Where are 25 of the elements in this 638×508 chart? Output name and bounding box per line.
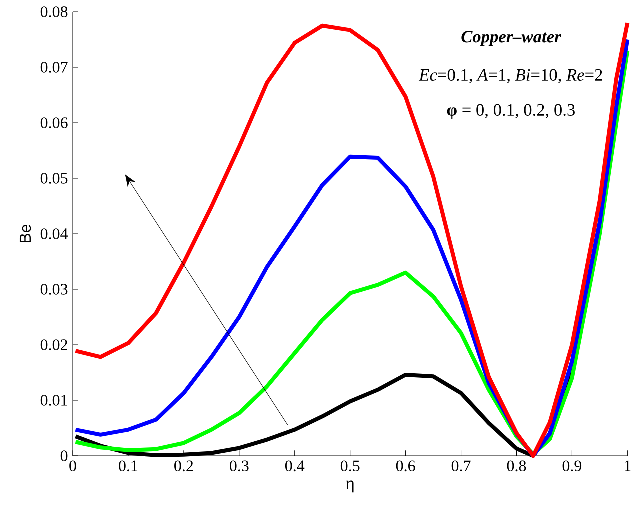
y-axis-title: Be [20,224,32,242]
x-tick-label: 0.1 [119,460,138,472]
x-tick-label: 0.5 [340,460,360,472]
y-tick-label: 0.01 [40,395,68,406]
x-tick-label: 0.6 [396,460,416,472]
y-tick-label: 0.08 [40,6,68,18]
y-tick-label: 0.07 [40,62,68,73]
x-tick-label: 0 [70,460,76,472]
y-tick-label: 0 [60,450,68,462]
x-tick-label: 0.9 [562,460,582,472]
x-tick-label: 1 [625,460,631,472]
annotation: φ = 0, 0.1, 0.2, 0.3 [447,104,575,120]
annotation: Copper–water [462,31,562,46]
y-tick-label: 0.03 [40,284,68,295]
x-tick-label: 0.7 [452,460,471,472]
x-tick-label: 0.2 [174,460,194,472]
x-tick-label: 0.3 [230,460,249,472]
x-axis-title: η [346,480,354,493]
y-tick-label: 0.04 [40,228,68,240]
y-tick-label: 0.06 [40,118,68,128]
x-tick-label: 0.8 [507,460,526,472]
x-tick-label: 0.4 [285,460,305,472]
y-tick-label: 0.02 [40,340,68,350]
annotation: Ec=0.1, A=1, Bi=10, Re=2 [418,69,602,84]
y-tick-label: 0.05 [40,173,68,184]
